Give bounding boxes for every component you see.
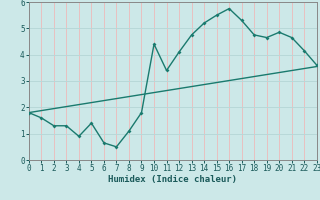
X-axis label: Humidex (Indice chaleur): Humidex (Indice chaleur) <box>108 175 237 184</box>
